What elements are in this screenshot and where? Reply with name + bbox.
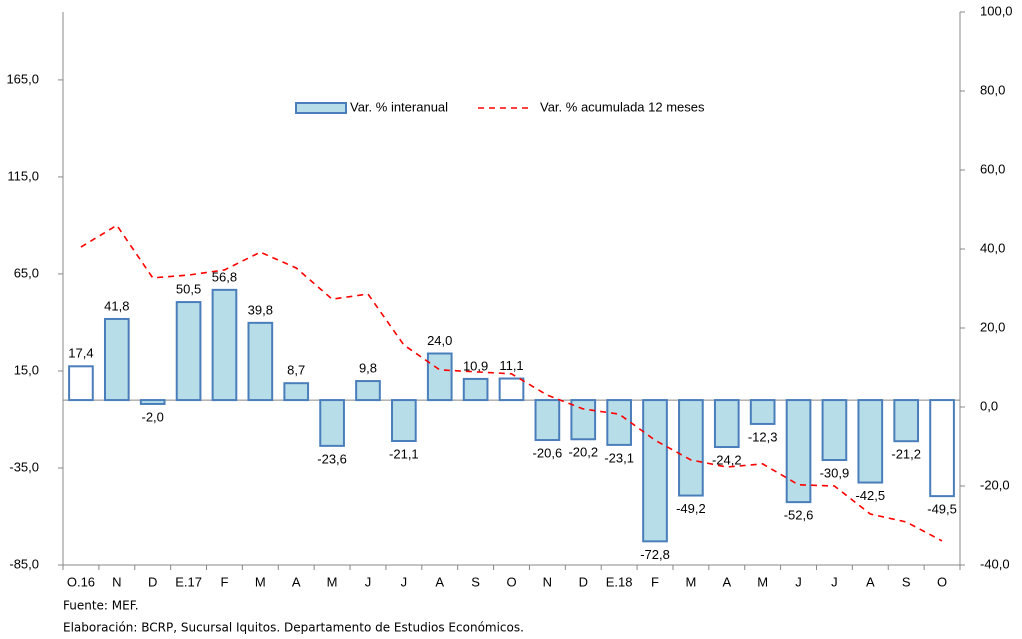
x-tick-label: A	[722, 574, 731, 589]
value-label: -23,6	[317, 451, 347, 466]
x-tick-label: O	[937, 574, 947, 589]
value-label: 10,9	[463, 358, 488, 373]
x-tick-label: A	[292, 574, 301, 589]
value-label: 41,8	[104, 298, 129, 313]
bar	[749, 399, 776, 425]
bar	[534, 399, 561, 442]
bar	[355, 380, 381, 402]
bar	[498, 377, 525, 402]
legend-label: Var. % acumulada 12 meses	[540, 99, 705, 114]
bar	[785, 399, 812, 504]
credit-note: Elaboración: BCRP, Sucursal Iquitos. Dep…	[63, 621, 524, 635]
x-tick-label: M	[327, 574, 338, 589]
value-label: 50,5	[176, 282, 201, 297]
value-label: -20,2	[568, 445, 598, 460]
x-tick-label: F	[651, 574, 659, 589]
value-label: 24,0	[427, 333, 452, 348]
bar	[462, 377, 489, 402]
bar	[319, 399, 345, 447]
value-label: -52,6	[784, 508, 814, 523]
x-tick-label: S	[471, 574, 480, 589]
x-tick-label: E.17	[175, 574, 202, 589]
value-label: 56,8	[212, 269, 237, 284]
x-tick-label: N	[112, 574, 121, 589]
value-label: -49,5	[927, 502, 957, 517]
legend-swatch	[295, 102, 347, 114]
x-tick-label: S	[902, 574, 911, 589]
bar	[426, 352, 453, 402]
bar	[211, 288, 238, 402]
value-label: -72,8	[640, 547, 670, 562]
value-label: -2,0	[141, 409, 163, 424]
y2-tick-label: 80,0	[980, 82, 1005, 97]
x-tick-label: O	[506, 574, 516, 589]
bar	[103, 317, 130, 402]
value-label: -49,2	[676, 501, 706, 516]
y2-tick-label: 100,0	[980, 3, 1013, 18]
value-label: 17,4	[68, 346, 93, 361]
x-tick-label: E.18	[606, 574, 633, 589]
bar	[642, 399, 668, 543]
value-label: -20,6	[533, 445, 563, 460]
x-tick-label: J	[795, 574, 802, 589]
value-label: -42,5	[855, 488, 885, 503]
y-tick-label: 15,0	[14, 362, 39, 377]
bar	[68, 365, 94, 402]
y2-tick-label: -20,0	[980, 477, 1010, 492]
bar	[929, 399, 955, 498]
bar	[570, 399, 597, 441]
bar	[283, 382, 310, 402]
y2-tick-label: 40,0	[980, 240, 1005, 255]
value-label: 9,8	[359, 360, 377, 375]
value-label: 11,1	[499, 358, 523, 373]
value-label: -24,2	[712, 452, 742, 467]
y-tick-label: 115,0	[7, 168, 39, 183]
y2-tick-label: 0,0	[980, 398, 998, 413]
y-tick-label: 165,0	[6, 71, 39, 86]
x-tick-label: M	[757, 574, 768, 589]
value-label: -12,3	[748, 429, 778, 444]
value-label: -30,9	[820, 465, 850, 480]
y-tick-label: -85,0	[9, 556, 39, 571]
x-tick-label: J	[365, 574, 372, 589]
y2-tick-label: -40,0	[980, 556, 1010, 571]
x-tick-label: J	[401, 574, 408, 589]
legend-label: Var. % interanual	[350, 99, 448, 114]
value-label: 39,8	[248, 302, 273, 317]
x-tick-label: J	[831, 574, 838, 589]
source-note: Fuente: MEF.	[63, 599, 139, 613]
x-tick-label: D	[579, 574, 588, 589]
x-tick-label: M	[685, 574, 696, 589]
bar	[821, 399, 848, 462]
value-label: 8,7	[287, 363, 305, 378]
y2-tick-label: 60,0	[980, 161, 1005, 176]
bar	[391, 399, 417, 443]
bar	[857, 399, 884, 484]
value-label: -21,1	[389, 446, 419, 461]
bar	[678, 399, 704, 497]
bar	[139, 399, 166, 405]
value-label: -21,2	[891, 447, 921, 462]
bar	[606, 399, 632, 446]
value-label: -23,1	[604, 450, 634, 465]
bar	[893, 399, 920, 443]
bar	[713, 399, 740, 449]
line	[80, 224, 943, 542]
y-tick-label: -35,0	[9, 459, 39, 474]
y2-tick-label: 20,0	[980, 319, 1005, 334]
x-tick-label: D	[148, 574, 157, 589]
x-tick-label: A	[435, 574, 444, 589]
x-tick-label: F	[220, 574, 228, 589]
x-tick-label: A	[866, 574, 875, 589]
bar	[175, 301, 202, 402]
x-tick-label: O.16	[67, 574, 95, 589]
x-tick-label: M	[255, 574, 266, 589]
y-tick-label: 65,0	[14, 265, 39, 280]
x-tick-label: N	[543, 574, 552, 589]
bar	[247, 321, 274, 402]
